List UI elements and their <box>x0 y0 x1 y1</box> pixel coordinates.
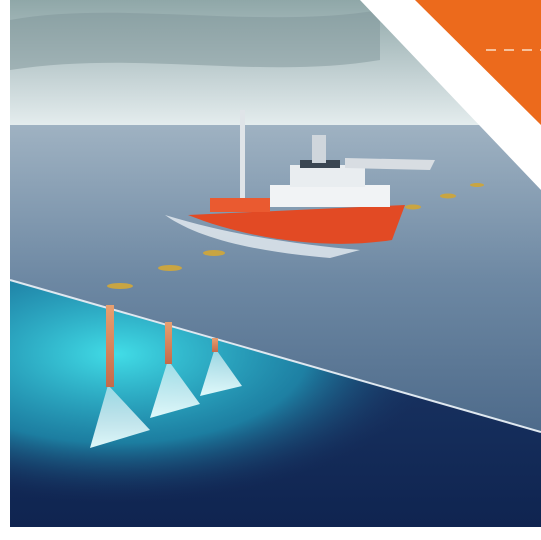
boats <box>107 183 484 289</box>
helideck <box>345 158 435 170</box>
mast <box>312 135 326 163</box>
ship <box>165 110 435 258</box>
boat <box>107 283 133 289</box>
bridge <box>290 165 365 187</box>
sonar-column <box>165 322 172 364</box>
sonar-column <box>212 338 218 352</box>
crane <box>240 110 245 200</box>
boat <box>440 193 456 199</box>
boat <box>405 204 421 210</box>
boat <box>158 265 182 271</box>
corner-orange <box>415 0 541 125</box>
cut-line <box>9 279 541 433</box>
deck <box>210 198 270 212</box>
wake <box>165 215 360 258</box>
sonar-beam <box>150 360 200 418</box>
sonar-beam <box>90 385 150 448</box>
clouds <box>10 10 380 70</box>
sonar-beam <box>200 348 242 396</box>
hull <box>188 205 405 244</box>
seabed-glow <box>10 280 541 527</box>
boat <box>470 183 484 187</box>
superstructure <box>270 185 390 207</box>
windows <box>300 160 340 168</box>
sonar-column <box>106 305 114 387</box>
boat <box>203 250 225 256</box>
